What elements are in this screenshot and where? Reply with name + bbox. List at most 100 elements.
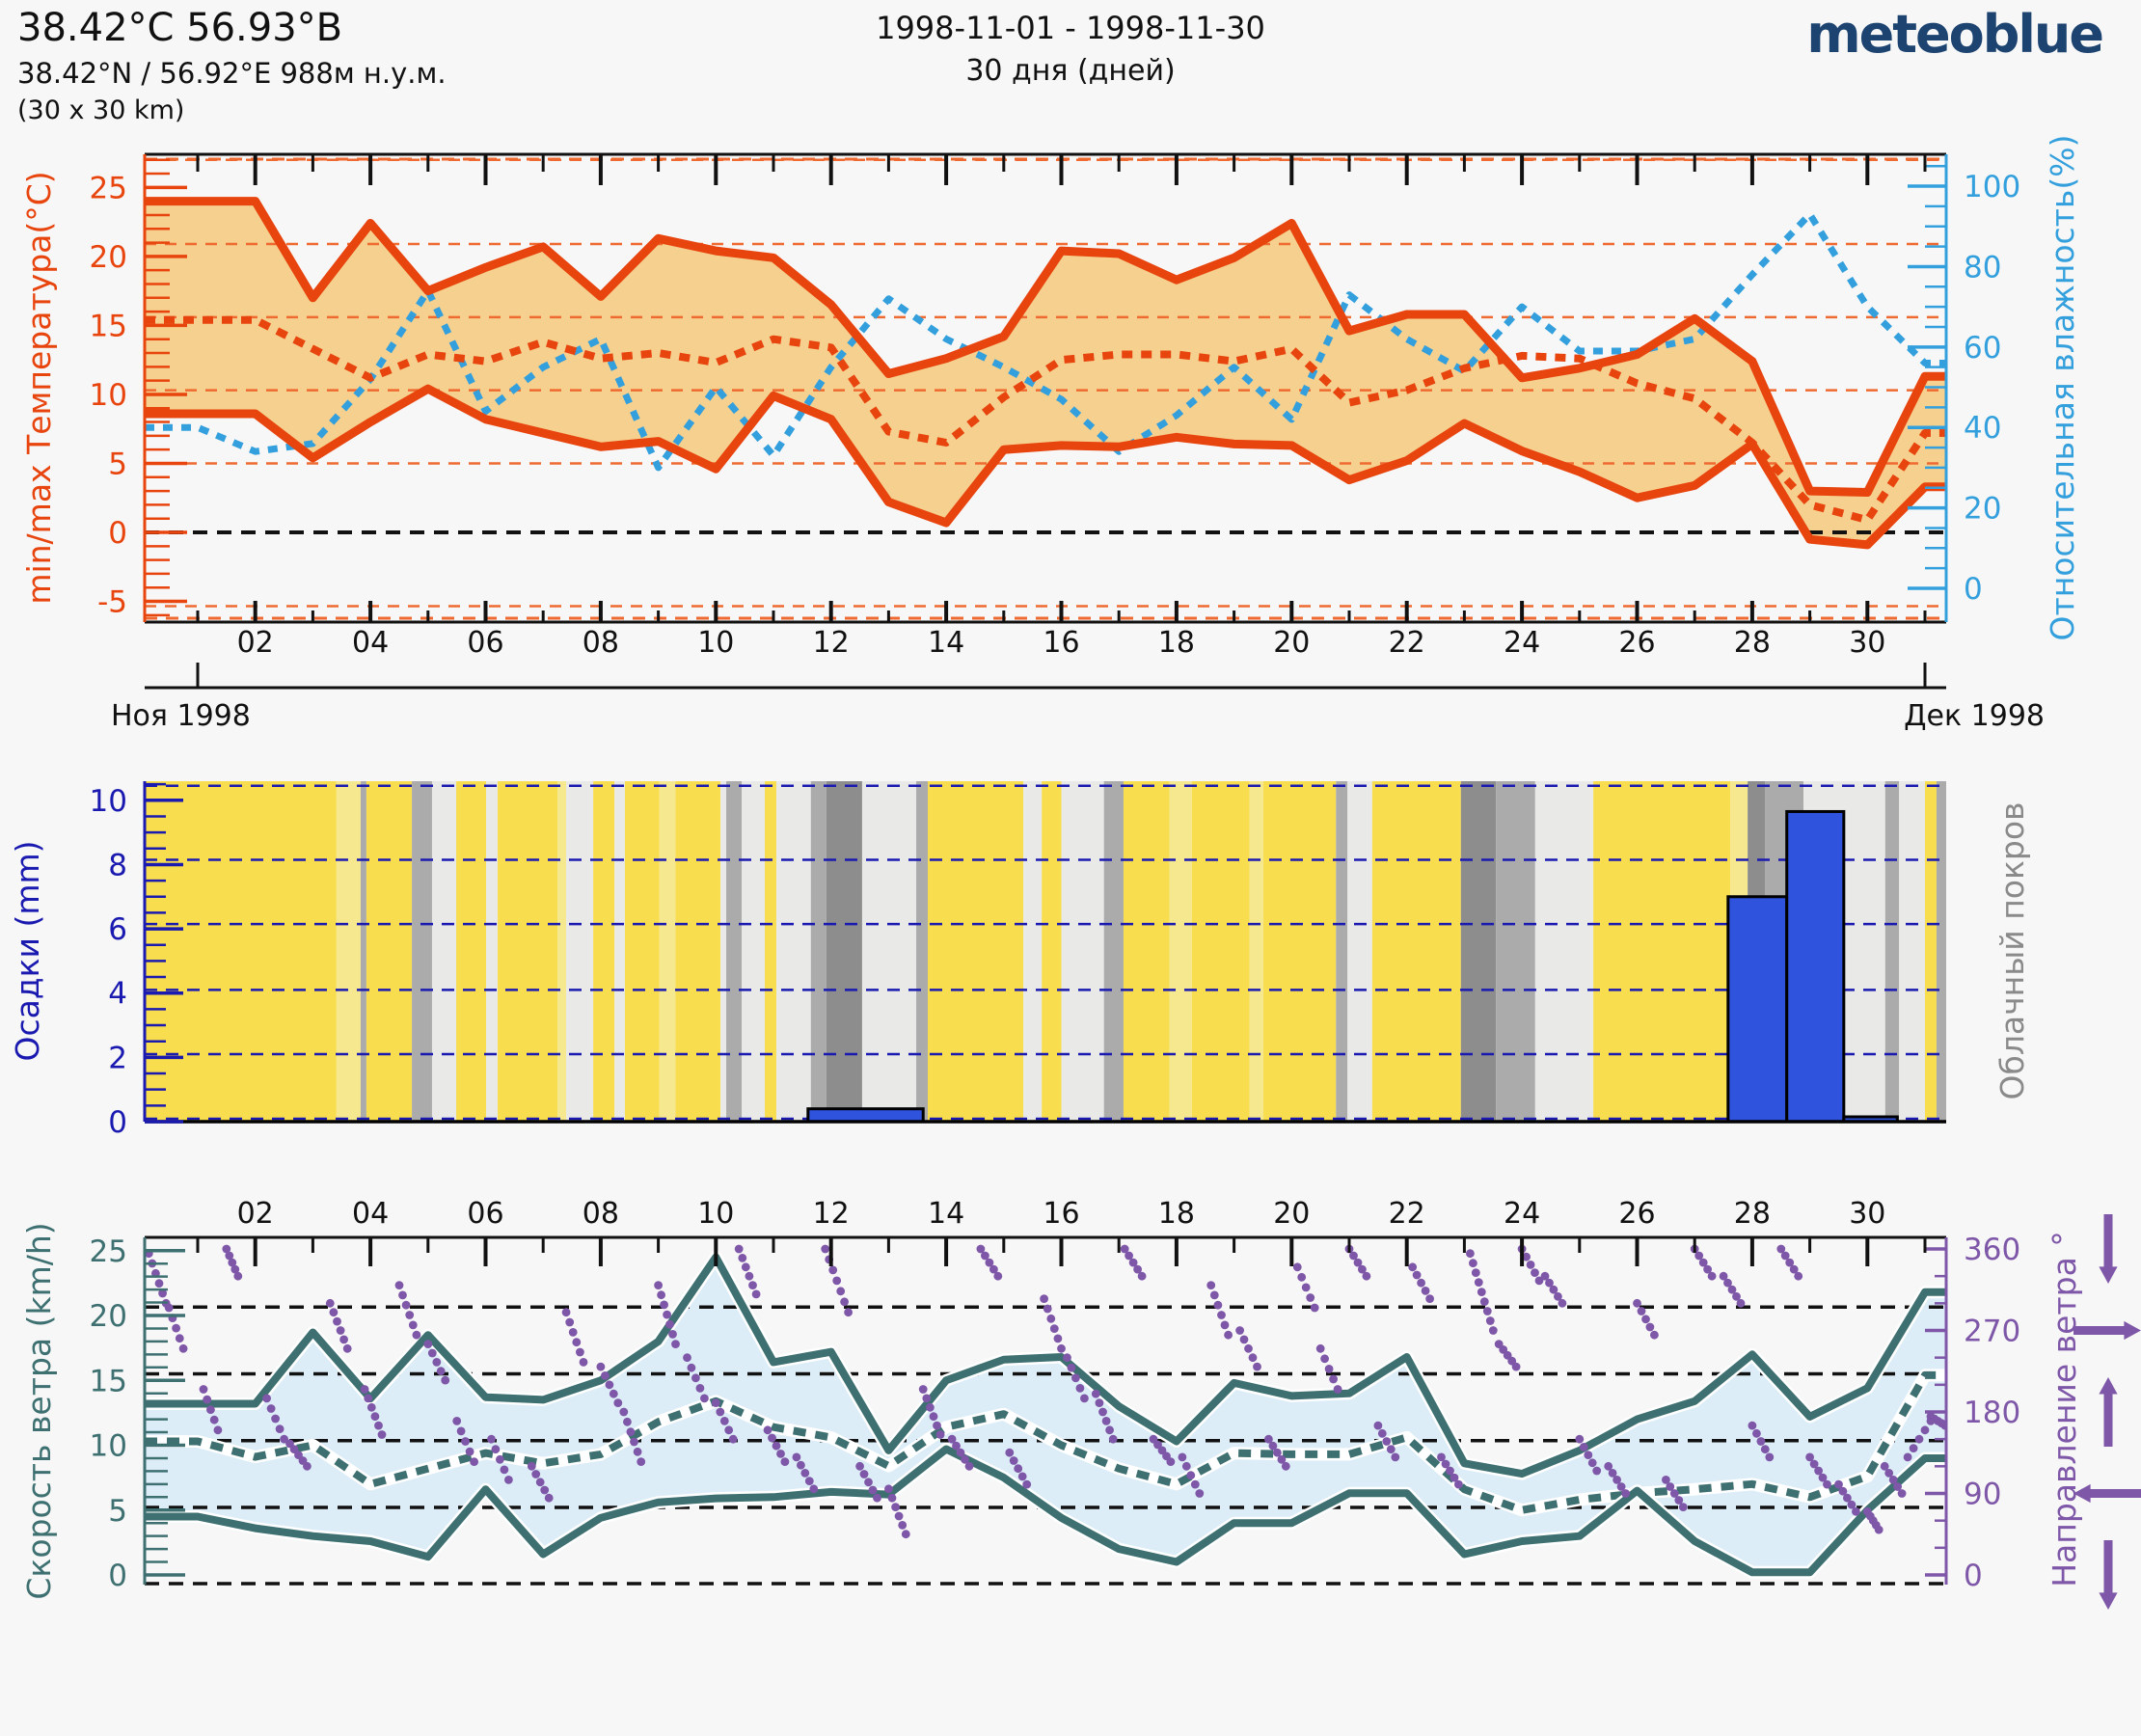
svg-text:16: 16 bbox=[1043, 626, 1079, 660]
cloud-stripe-yellow bbox=[624, 781, 660, 1122]
svg-text:12: 12 bbox=[813, 626, 850, 660]
cloud-stripe-yellow bbox=[1123, 781, 1170, 1122]
cloud-stripe-gray bbox=[1496, 781, 1535, 1122]
cloud-stripe-gray bbox=[810, 781, 827, 1122]
cloud-stripe-pale bbox=[1169, 781, 1193, 1122]
svg-text:20: 20 bbox=[1964, 492, 2001, 527]
cloud-stripe-light bbox=[566, 781, 594, 1122]
cloud-stripe-yellow bbox=[1263, 781, 1337, 1122]
temp-minmax-band bbox=[145, 201, 1946, 545]
svg-text:25: 25 bbox=[90, 1234, 127, 1269]
svg-text:5: 5 bbox=[108, 447, 127, 481]
wind-axes: 0 5 10 15 20 25 0 90 180 270 360 02 04 06 08 10 12 14 16 18… bbox=[20, 1197, 2083, 1600]
cloud-stripe-light bbox=[614, 781, 625, 1122]
cloud-stripe-light bbox=[1023, 781, 1043, 1122]
svg-text:02: 02 bbox=[237, 1197, 274, 1231]
svg-text:Облачный покров: Облачный покров bbox=[1993, 802, 2031, 1100]
svg-text:20: 20 bbox=[1273, 626, 1310, 660]
svg-text:10: 10 bbox=[697, 626, 734, 660]
svg-text:30: 30 bbox=[1849, 1197, 1885, 1231]
cloud-stripe-yellow bbox=[145, 781, 337, 1122]
svg-text:08: 08 bbox=[583, 1197, 619, 1231]
svg-text:180: 180 bbox=[1964, 1396, 2020, 1430]
svg-text:04: 04 bbox=[352, 626, 389, 660]
cloud-stripe-gray bbox=[1884, 781, 1900, 1122]
svg-text:14: 14 bbox=[928, 1197, 964, 1231]
svg-text:24: 24 bbox=[1504, 1197, 1540, 1231]
svg-text:18: 18 bbox=[1158, 626, 1195, 660]
svg-text:270: 270 bbox=[1964, 1314, 2020, 1348]
svg-text:min/max Температура(°C): min/max Температура(°C) bbox=[20, 171, 58, 604]
precip-bar bbox=[1785, 809, 1846, 1124]
svg-text:2: 2 bbox=[108, 1041, 127, 1075]
cloud-stripe-dark bbox=[1460, 781, 1497, 1122]
svg-text:20: 20 bbox=[90, 240, 127, 275]
svg-text:30: 30 bbox=[1849, 626, 1885, 660]
cloud-stripe-yellow bbox=[927, 781, 1024, 1122]
svg-text:28: 28 bbox=[1734, 1197, 1771, 1231]
svg-text:4: 4 bbox=[108, 977, 127, 1012]
svg-text:06: 06 bbox=[467, 1197, 503, 1231]
meteoblue-logo: meteoblue bbox=[1806, 4, 2104, 65]
cloud-stripe-light bbox=[486, 781, 499, 1122]
svg-text:0: 0 bbox=[108, 516, 127, 551]
cloud-stripe-gray bbox=[1103, 781, 1124, 1122]
svg-text:0: 0 bbox=[1964, 572, 1983, 607]
svg-text:20: 20 bbox=[90, 1299, 127, 1334]
cloud-stripe-pale bbox=[659, 781, 676, 1122]
cloud-stripe-light bbox=[1061, 781, 1104, 1122]
cloud-stripe-light bbox=[720, 781, 727, 1122]
svg-text:26: 26 bbox=[1618, 1197, 1655, 1231]
svg-text:8: 8 bbox=[108, 848, 127, 882]
cloud-stripe-dark bbox=[826, 781, 862, 1122]
svg-text:20: 20 bbox=[1273, 1197, 1310, 1231]
cloud-stripe-gray bbox=[726, 781, 743, 1122]
cloud-stripe-light bbox=[775, 781, 811, 1122]
svg-text:02: 02 bbox=[237, 626, 274, 660]
cloud-stripe-light bbox=[742, 781, 766, 1122]
day-count: 30 дня (дней) bbox=[965, 54, 1176, 88]
svg-text:14: 14 bbox=[928, 626, 964, 660]
svg-text:16: 16 bbox=[1043, 1197, 1079, 1231]
cloud-stripe-gray bbox=[916, 781, 928, 1122]
cloud-stripe-pale bbox=[557, 781, 567, 1122]
precip-bar bbox=[1726, 895, 1789, 1124]
header-center: 1998-11-01 - 1998-11-30 30 дня (дней) bbox=[0, 10, 2141, 88]
wind-direction-arrows bbox=[2073, 1213, 2141, 1610]
svg-text:10: 10 bbox=[90, 1429, 127, 1464]
cloud-stripe-yellow bbox=[366, 781, 413, 1122]
cloud-stripe-pale bbox=[1249, 781, 1264, 1122]
svg-text:Направление ветра °: Направление ветра ° bbox=[2046, 1231, 2083, 1587]
svg-text:Скорость ветра (km/h): Скорость ветра (km/h) bbox=[20, 1222, 58, 1599]
svg-text:12: 12 bbox=[813, 1197, 850, 1231]
svg-text:-5: -5 bbox=[97, 585, 127, 620]
month-axis: Ноя 1998 Дек 1998 bbox=[111, 663, 2045, 733]
svg-text:5: 5 bbox=[108, 1494, 127, 1529]
cloud-stripe-yellow bbox=[593, 781, 615, 1122]
svg-text:08: 08 bbox=[583, 626, 619, 660]
svg-text:15: 15 bbox=[90, 1364, 127, 1398]
svg-text:6: 6 bbox=[108, 912, 127, 947]
precip-cloud-plot bbox=[145, 781, 1946, 1124]
svg-text:26: 26 bbox=[1618, 626, 1655, 660]
svg-text:10: 10 bbox=[90, 784, 127, 819]
temp-humidity-plot bbox=[145, 158, 1946, 608]
date-range: 1998-11-01 - 1998-11-30 bbox=[876, 10, 1265, 46]
precip-axes: 0 2 4 6 8 10 Осадки (mm) Облачный покров bbox=[9, 781, 2031, 1140]
cloud-stripe-gray bbox=[412, 781, 432, 1122]
cloud-stripe-light bbox=[1534, 781, 1594, 1122]
svg-text:80: 80 bbox=[1964, 250, 2001, 285]
svg-text:10: 10 bbox=[90, 378, 127, 413]
temp-axes: -5 0 5 10 15 20 25 0 20 40 60 80 100 02 04 06 08 10 12 14 16… bbox=[20, 135, 2081, 660]
cloud-stripe-light bbox=[1347, 781, 1372, 1122]
svg-text:0: 0 bbox=[108, 1105, 127, 1140]
cloud-stripe-yellow bbox=[675, 781, 721, 1122]
cloud-stripe-yellow bbox=[765, 781, 776, 1122]
svg-text:15: 15 bbox=[90, 309, 127, 343]
svg-text:Осадки (mm): Осадки (mm) bbox=[9, 840, 46, 1061]
svg-text:0: 0 bbox=[108, 1559, 127, 1593]
cloud-stripe-yellow bbox=[1593, 781, 1731, 1122]
svg-text:22: 22 bbox=[1389, 1197, 1425, 1231]
cloud-stripe-yellow bbox=[1925, 781, 1937, 1122]
